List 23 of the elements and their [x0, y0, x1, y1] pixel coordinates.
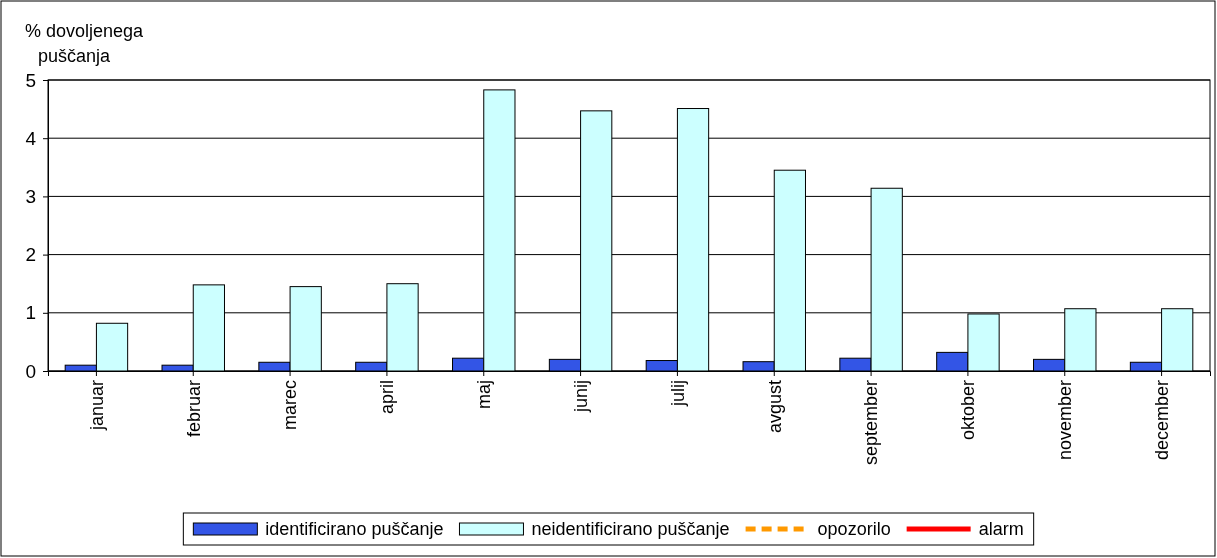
y-tick-label: 5 [25, 69, 36, 91]
x-tick-label: februar [183, 380, 204, 438]
y-tick-label: 1 [25, 302, 36, 324]
y-tick-label: 3 [25, 185, 36, 207]
legend-label: neidentificirano puščanje [531, 519, 730, 540]
x-tick-label: april [377, 380, 398, 415]
x-tick-label: marec [280, 380, 301, 431]
x-tick-label: november [1055, 380, 1076, 461]
x-tick-label: oktober [958, 380, 979, 441]
y-axis-title: % dovoljenega puščanja [25, 21, 145, 66]
x-tick-label: avgust [764, 380, 785, 434]
legend-label: opozorilo [817, 519, 891, 540]
x-tick-label: maj [474, 380, 495, 410]
x-tick-label: junij [570, 380, 591, 414]
legend-label: alarm [978, 519, 1024, 540]
x-tick-label: december [1151, 380, 1172, 461]
y-tick-label: 4 [25, 127, 37, 149]
legend-label: identificirano puščanje [265, 519, 444, 540]
x-tick-label: september [861, 380, 882, 466]
x-tick-label: januar [86, 380, 107, 432]
y-tick-label: 0 [25, 360, 36, 382]
y-tick-label: 2 [25, 244, 36, 266]
x-tick-label: julij [667, 380, 688, 408]
